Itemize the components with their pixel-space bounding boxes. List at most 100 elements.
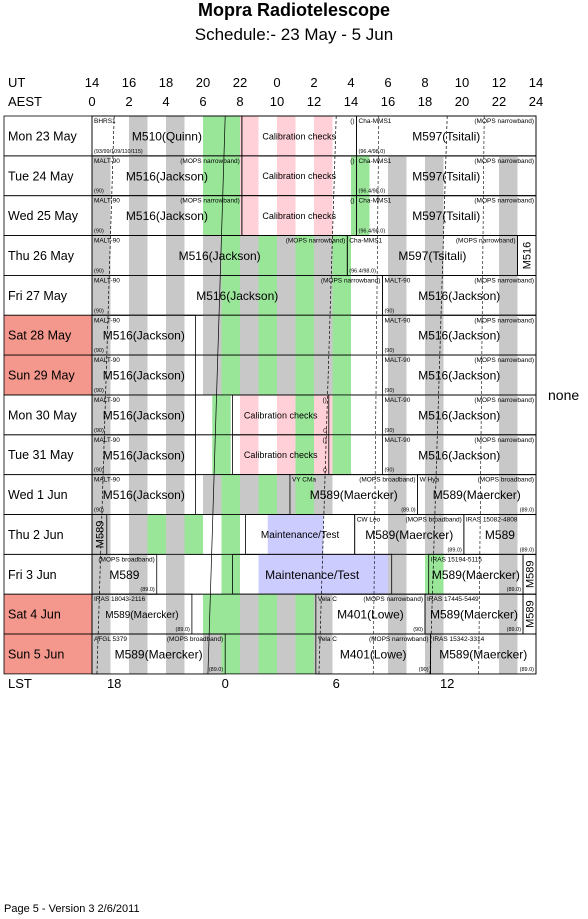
grey-stripe [277,315,296,356]
block-source-label: MALT-90 [94,437,120,444]
green-stripe [332,394,351,435]
grey-stripe [277,275,296,316]
calibration-stripe [314,116,333,156]
block-source-label: IRAS 18043-2116 [94,596,146,603]
block-source-label: IRAS 15194-5115 [431,556,483,563]
block-frequency-label: (90) [384,348,394,354]
green-stripe [221,235,240,276]
block-project-label: M516(Jackson) [418,369,500,383]
calibration-stripe [240,116,259,156]
calibration-stripe [240,434,259,475]
grey-stripe [425,634,444,674]
green-stripe [295,474,314,515]
lst-tick-label: 12 [439,676,455,691]
green-stripe [212,394,231,435]
block-frequency-label: (89.0) [176,627,191,633]
ut-tick-label: 6 [384,75,392,90]
lst-line [318,115,337,674]
block-source-label: MALT-90 [384,357,410,364]
block-source-label: W Hya [420,477,440,484]
green-stripe [258,474,277,515]
block-project-label: M589(Maercker) [365,528,453,542]
grey-stripe [129,394,148,435]
block-backend-label: (MOPS narrowband) [474,277,534,284]
block-source-label: MALT-90 [384,397,410,404]
grey-stripe [129,474,148,515]
block-backend-label: (MOPS narrowband) [474,357,534,364]
block-source-label: MALT-90 [384,277,410,284]
aest-tick-label: 20 [454,94,470,109]
block-project-label: M597(Tsitali) [398,249,466,263]
block-source-label: MALT-90 [94,317,120,324]
grey-stripe [240,474,259,515]
block-source-label: IRAS 15342-3314 [433,636,485,643]
block-frequency-label: (90) [94,468,104,474]
aest-tick-label: 22 [491,94,507,109]
block-source-label: MALT-90 [94,397,120,404]
green-stripe [258,315,277,356]
block-project-label: M516(Jackson) [103,448,185,462]
grey-stripe [425,155,444,196]
grey-stripe [388,195,407,236]
block-source-label: MALT-90 [94,277,120,284]
lst-line [207,115,226,674]
block-frequency-label: (90) [384,428,394,434]
green-stripe [295,275,314,316]
green-stripe [425,554,444,595]
grey-stripe [499,474,518,515]
grey-stripe [203,355,222,395]
grey-stripe [203,235,222,276]
day-label: Fri 27 May [8,289,68,303]
grey-stripe [425,235,444,276]
grey-stripe [129,235,148,276]
grey-stripe [388,634,407,674]
day-label: Sun 29 May [8,369,75,383]
grey-stripe [166,474,185,515]
block-frequency-label: (96.4/98.0) [359,149,386,155]
side-note: none [548,387,579,403]
block-source-label: VY CMa [292,477,316,484]
grey-stripe [388,315,407,356]
grey-stripe [129,514,148,555]
calibration-stripe [314,394,333,435]
green-stripe [332,315,351,356]
calibration-stripe [240,195,259,236]
block-source-label: Vela C [318,636,337,643]
aest-tick-label: 18 [417,94,433,109]
grey-stripe [314,315,333,356]
lst-line [429,115,448,674]
block-backend-label: (MOPS narrowband) [180,198,240,205]
block-backend-label: (MOPS narrowband) [474,118,534,125]
day-label: Mon 23 May [8,129,78,143]
grey-stripe [92,514,111,555]
grey-stripe [240,355,259,395]
block-project-label: Calibration checks [244,410,318,420]
day-label: Thu 26 May [8,249,75,263]
grey-stripe [166,594,185,635]
block-backend-label: (MOPS broadband) [167,636,223,643]
grey-stripe [166,116,185,156]
grey-stripe [499,634,518,674]
grey-stripe [166,155,185,196]
grey-stripe [129,594,148,635]
grey-stripe [203,474,222,515]
ut-axis-label: UT [8,75,26,90]
lst-line [96,115,115,674]
block-project-label: M589 [525,600,537,628]
grey-stripe [499,275,518,316]
grey-stripe [425,355,444,395]
block-source-label: MALT-90 [384,437,410,444]
green-stripe [332,434,351,475]
block-project-label: Calibration checks [244,450,318,460]
grey-stripe [425,315,444,356]
block-frequency-label: (89.0) [447,547,462,553]
lst-tick-label: 6 [332,676,340,691]
aest-tick-label: 0 [88,94,96,109]
grey-stripe [166,634,185,674]
grey-stripe [314,355,333,395]
green-stripe [332,355,351,395]
grey-stripe [388,155,407,196]
grey-stripe [92,594,111,635]
grey-stripe [129,315,148,356]
